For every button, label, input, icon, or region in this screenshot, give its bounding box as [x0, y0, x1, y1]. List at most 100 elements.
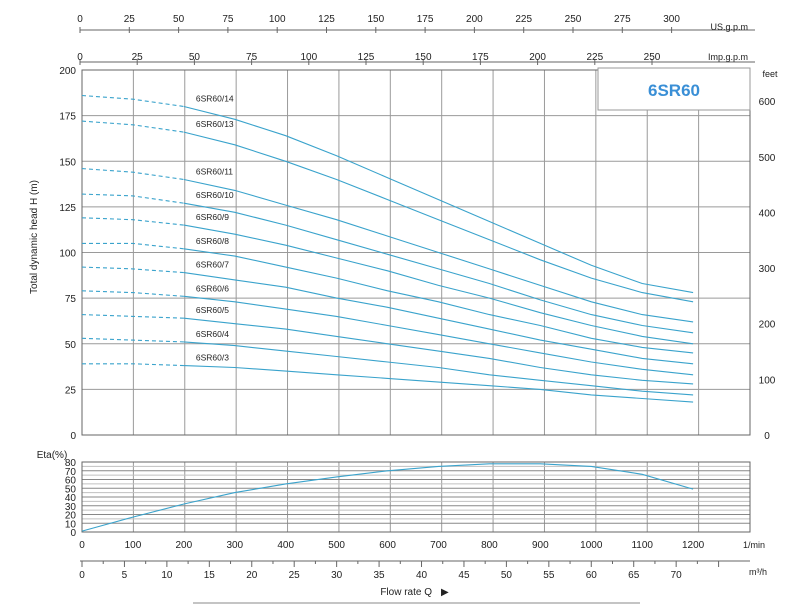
head-curve	[183, 272, 694, 365]
usgpm-tick-label: 25	[124, 14, 136, 25]
eta-y-tick-label: 10	[65, 519, 77, 530]
head-curve	[183, 224, 694, 345]
series-label: 6SR60/9	[196, 212, 229, 222]
lpm-tick-label: 1200	[682, 540, 705, 551]
series-label: 6SR60/3	[196, 353, 229, 363]
lpm-tick-label: 500	[328, 540, 345, 551]
feet-tick-label: 300	[759, 264, 776, 275]
head-curve	[183, 317, 694, 385]
y-axis-title: Total dynamic head H (m)	[29, 180, 40, 294]
series-label: 6SR60/8	[196, 236, 229, 246]
head-curve	[183, 202, 694, 334]
head-curve	[183, 248, 694, 354]
head-curve-dashed	[82, 363, 184, 367]
impgpm-tick-label: 150	[415, 52, 432, 63]
series-label: 6SR60/5	[196, 305, 229, 315]
series-label: 6SR60/7	[196, 260, 229, 270]
lpm-axis-title: 1/min	[743, 540, 765, 550]
grid-layer	[82, 70, 750, 532]
impgpm-tick-label: 75	[246, 52, 258, 63]
lpm-tick-label: 300	[226, 540, 243, 551]
usgpm-tick-label: 275	[614, 14, 631, 25]
m3h-tick-label: 60	[586, 570, 598, 581]
eta-y-tick-label: 80	[65, 458, 77, 469]
model-title-box	[597, 67, 751, 111]
usgpm-tick-label: 200	[466, 14, 483, 25]
flow-arrow-icon: ▶	[441, 587, 449, 598]
feet-tick-label: 100	[759, 375, 776, 386]
impgpm-tick-label: 100	[300, 52, 317, 63]
frame-layer	[79, 27, 755, 567]
usgpm-tick-label: 300	[663, 14, 680, 25]
impgpm-tick-label: 25	[132, 52, 144, 63]
m3h-tick-label: 15	[204, 570, 216, 581]
impgpm-axis-title: Imp.g.p.m	[708, 52, 748, 62]
m3h-tick-label: 0	[79, 570, 85, 581]
series-label: 6SR60/14	[196, 94, 234, 104]
eta-y-tick-label: 0	[70, 528, 76, 539]
lpm-tick-label: 200	[176, 540, 193, 551]
series-label: 6SR60/4	[196, 329, 229, 339]
head-y-tick-label: 25	[65, 385, 77, 396]
lpm-tick-label: 600	[379, 540, 396, 551]
head-curve-dashed	[81, 193, 184, 204]
m3h-axis-title: m³/h	[749, 567, 767, 577]
head-curve	[183, 131, 694, 303]
head-curve-dashed	[81, 337, 184, 343]
m3h-tick-label: 70	[671, 570, 683, 581]
m3h-tick-label: 5	[122, 570, 128, 581]
m3h-tick-label: 45	[458, 570, 470, 581]
usgpm-tick-label: 250	[565, 14, 582, 25]
m3h-tick-label: 40	[416, 570, 428, 581]
usgpm-tick-label: 225	[515, 14, 532, 25]
lpm-tick-label: 1100	[631, 540, 653, 551]
usgpm-tick-label: 100	[269, 14, 286, 25]
series-label: 6SR60/13	[196, 119, 234, 129]
series-label: 6SR60/11	[196, 167, 233, 177]
impgpm-tick-label: 125	[358, 52, 375, 63]
usgpm-tick-label: 50	[173, 14, 185, 25]
head-curve	[183, 178, 694, 323]
eta-y-tick-label: 40	[65, 493, 77, 504]
eta-y-tick-label: 60	[65, 476, 77, 487]
flow-rate-label: Flow rate Q	[380, 587, 432, 598]
m3h-tick-label: 30	[331, 570, 343, 581]
m3h-tick-label: 55	[543, 570, 555, 581]
impgpm-tick-label: 250	[644, 52, 661, 63]
head-curve	[183, 365, 694, 403]
lpm-tick-label: 800	[481, 540, 498, 551]
feet-tick-label: 600	[759, 97, 776, 108]
eta-axis-title: Eta(%)	[37, 450, 68, 461]
impgpm-tick-label: 175	[472, 52, 489, 63]
lpm-tick-label: 900	[532, 540, 549, 551]
head-curve-dashed	[81, 217, 184, 226]
impgpm-tick-label: 200	[529, 52, 546, 63]
m3h-tick-label: 65	[628, 570, 640, 581]
m3h-tick-label: 10	[161, 570, 173, 581]
lpm-tick-label: 700	[430, 540, 447, 551]
lpm-tick-label: 400	[277, 540, 294, 551]
lpm-tick-label: 100	[125, 540, 142, 551]
eta-y-tick-label: 70	[65, 467, 77, 478]
series-label: 6SR60/6	[196, 283, 229, 293]
head-y-tick-label: 150	[59, 157, 76, 168]
impgpm-tick-label: 50	[189, 52, 201, 63]
eta-y-tick-label: 50	[65, 484, 77, 495]
head-y-tick-label: 175	[59, 112, 76, 123]
series-label: 6SR60/10	[196, 190, 234, 200]
usgpm-tick-label: 125	[318, 14, 335, 25]
feet-tick-label: 500	[759, 153, 776, 164]
head-y-tick-label: 125	[59, 203, 76, 214]
m3h-tick-label: 20	[246, 570, 258, 581]
eta-y-tick-label: 20	[65, 511, 77, 522]
eta-plot-frame	[81, 461, 751, 533]
usgpm-axis-title: US.g.p.m	[710, 22, 748, 32]
head-curve-dashed	[81, 120, 184, 133]
lpm-tick-label: 1000	[580, 540, 603, 551]
head-curve-dashed	[81, 168, 184, 181]
feet-tick-label: 0	[764, 431, 770, 442]
head-curve-dashed	[82, 242, 184, 250]
head-curve	[183, 341, 694, 396]
